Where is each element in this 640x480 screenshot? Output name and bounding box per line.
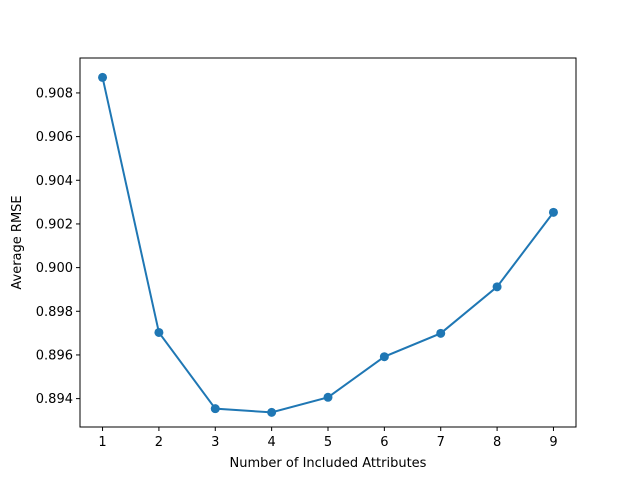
y-axis-label: Average RMSE — [10, 195, 25, 289]
data-point — [436, 328, 446, 338]
x-tick-label: 3 — [211, 435, 219, 450]
x-tick-label: 1 — [98, 435, 106, 450]
x-tick-label: 8 — [493, 435, 501, 450]
x-tick-label: 9 — [549, 435, 557, 450]
y-tick-label: 0.902 — [36, 217, 73, 232]
data-point — [548, 207, 558, 217]
x-tick-label: 2 — [155, 435, 163, 450]
data-point — [379, 352, 389, 362]
y-tick-label: 0.900 — [36, 261, 73, 276]
plot-frame — [79, 57, 577, 428]
data-point — [492, 282, 502, 292]
data-point — [98, 72, 108, 82]
y-tick-label: 0.896 — [36, 348, 73, 363]
x-tick-label: 7 — [437, 435, 445, 450]
y-tick-label: 0.894 — [36, 392, 73, 407]
y-tick-label: 0.906 — [36, 130, 73, 145]
x-axis-label: Number of Included Attributes — [230, 456, 427, 471]
x-tick-label: 6 — [380, 435, 388, 450]
y-tick-label: 0.908 — [36, 86, 73, 101]
y-axis-ticks: 0.894 0.896 0.898 0.900 0.902 0.904 0.906 0.908 — [36, 86, 80, 407]
x-tick-label: 4 — [267, 435, 275, 450]
data-point — [210, 404, 220, 414]
data-point — [267, 407, 277, 417]
series-markers — [98, 72, 558, 417]
y-tick-label: 0.898 — [36, 305, 73, 320]
y-tick-label: 0.904 — [36, 174, 73, 189]
data-point — [154, 327, 164, 337]
plot-area — [80, 58, 576, 427]
data-point — [323, 392, 333, 402]
x-tick-label: 5 — [324, 435, 332, 450]
x-axis-ticks: 1 2 3 4 5 6 7 8 9 — [98, 427, 558, 450]
